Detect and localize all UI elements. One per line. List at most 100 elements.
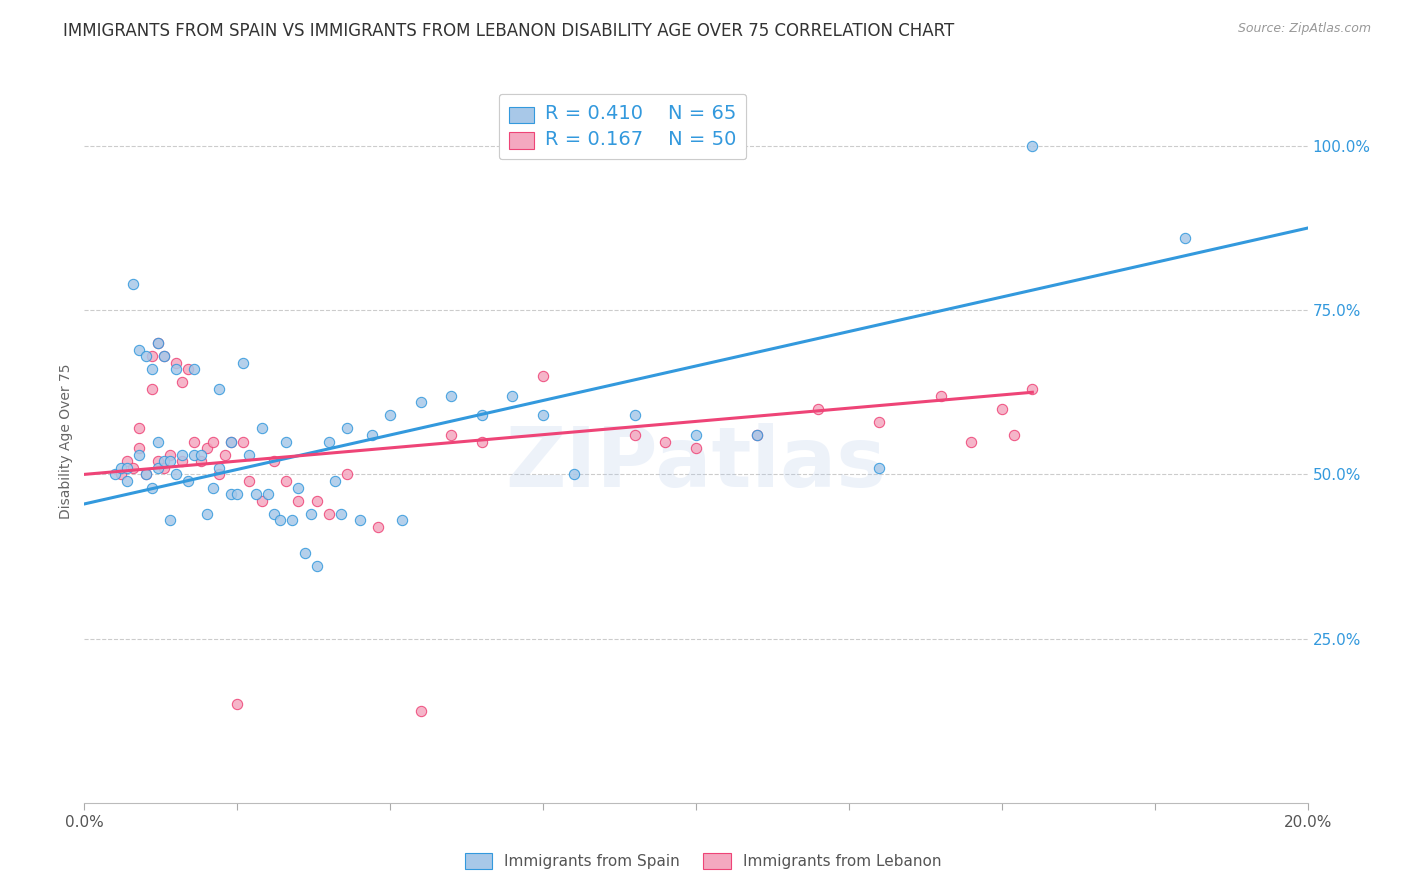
Point: [502, 388, 524, 402]
Point: [287, 493, 309, 508]
Point: [367, 520, 389, 534]
Point: [336, 421, 359, 435]
Point: [159, 513, 181, 527]
Point: [128, 343, 150, 357]
Point: [250, 421, 273, 435]
Point: [201, 434, 224, 449]
Point: [238, 474, 260, 488]
Point: [135, 467, 157, 482]
Point: [159, 448, 181, 462]
Point: [208, 460, 231, 475]
Legend: Immigrants from Spain, Immigrants from Lebanon: Immigrants from Spain, Immigrants from L…: [458, 847, 948, 875]
Point: [208, 382, 231, 396]
Point: [960, 434, 983, 449]
Point: [276, 474, 298, 488]
Point: [281, 513, 304, 527]
Point: [624, 428, 647, 442]
Point: [232, 356, 254, 370]
Point: [153, 349, 176, 363]
Point: [294, 546, 316, 560]
Point: [409, 704, 432, 718]
Point: [360, 428, 382, 442]
Point: [115, 460, 138, 475]
Point: [190, 454, 212, 468]
Point: [128, 448, 150, 462]
Point: [269, 513, 291, 527]
Point: [141, 481, 163, 495]
Point: [409, 395, 432, 409]
Point: [245, 487, 267, 501]
Point: [214, 448, 236, 462]
Point: [263, 454, 285, 468]
Point: [183, 448, 205, 462]
Point: [165, 356, 187, 370]
Point: [391, 513, 413, 527]
Point: [287, 481, 309, 495]
Point: [330, 507, 353, 521]
Point: [177, 362, 200, 376]
Point: [323, 474, 346, 488]
Point: [110, 467, 132, 482]
Point: [153, 349, 176, 363]
Point: [336, 467, 359, 482]
Point: [219, 434, 242, 449]
Point: [869, 415, 891, 429]
Point: [440, 428, 463, 442]
Point: [128, 441, 150, 455]
Point: [183, 362, 205, 376]
Point: [146, 336, 169, 351]
Point: [183, 434, 205, 449]
Point: [624, 409, 647, 423]
Point: [1021, 139, 1043, 153]
Text: Source: ZipAtlas.com: Source: ZipAtlas.com: [1237, 22, 1371, 36]
Point: [128, 421, 150, 435]
Point: [991, 401, 1014, 416]
Point: [226, 698, 249, 712]
Point: [562, 467, 585, 482]
Point: [172, 376, 194, 390]
Legend: R = 0.410    N = 65, R = 0.167    N = 50: R = 0.410 N = 65, R = 0.167 N = 50: [499, 95, 747, 159]
Text: IMMIGRANTS FROM SPAIN VS IMMIGRANTS FROM LEBANON DISABILITY AGE OVER 75 CORRELAT: IMMIGRANTS FROM SPAIN VS IMMIGRANTS FROM…: [63, 22, 955, 40]
Point: [747, 428, 769, 442]
Point: [135, 349, 157, 363]
Point: [929, 388, 952, 402]
Point: [177, 474, 200, 488]
Point: [141, 362, 163, 376]
Point: [685, 428, 707, 442]
Point: [159, 454, 181, 468]
Point: [115, 474, 138, 488]
Point: [531, 409, 554, 423]
Point: [135, 467, 157, 482]
Point: [141, 382, 163, 396]
Point: [471, 409, 494, 423]
Point: [440, 388, 463, 402]
Point: [869, 460, 891, 475]
Point: [122, 277, 145, 291]
Point: [201, 481, 224, 495]
Point: [531, 368, 554, 383]
Text: ZIPatlas: ZIPatlas: [506, 423, 886, 504]
Point: [115, 454, 138, 468]
Point: [232, 434, 254, 449]
Point: [141, 349, 163, 363]
Y-axis label: Disability Age Over 75: Disability Age Over 75: [59, 364, 73, 519]
Point: [146, 460, 169, 475]
Point: [104, 467, 127, 482]
Point: [146, 434, 169, 449]
Point: [165, 467, 187, 482]
Point: [305, 493, 328, 508]
Point: [146, 454, 169, 468]
Point: [146, 336, 169, 351]
Point: [190, 448, 212, 462]
Point: [471, 434, 494, 449]
Point: [195, 507, 218, 521]
Point: [250, 493, 273, 508]
Point: [1021, 382, 1043, 396]
Point: [747, 428, 769, 442]
Point: [172, 454, 194, 468]
Point: [299, 507, 322, 521]
Point: [807, 401, 830, 416]
Point: [349, 513, 371, 527]
Point: [380, 409, 402, 423]
Point: [219, 487, 242, 501]
